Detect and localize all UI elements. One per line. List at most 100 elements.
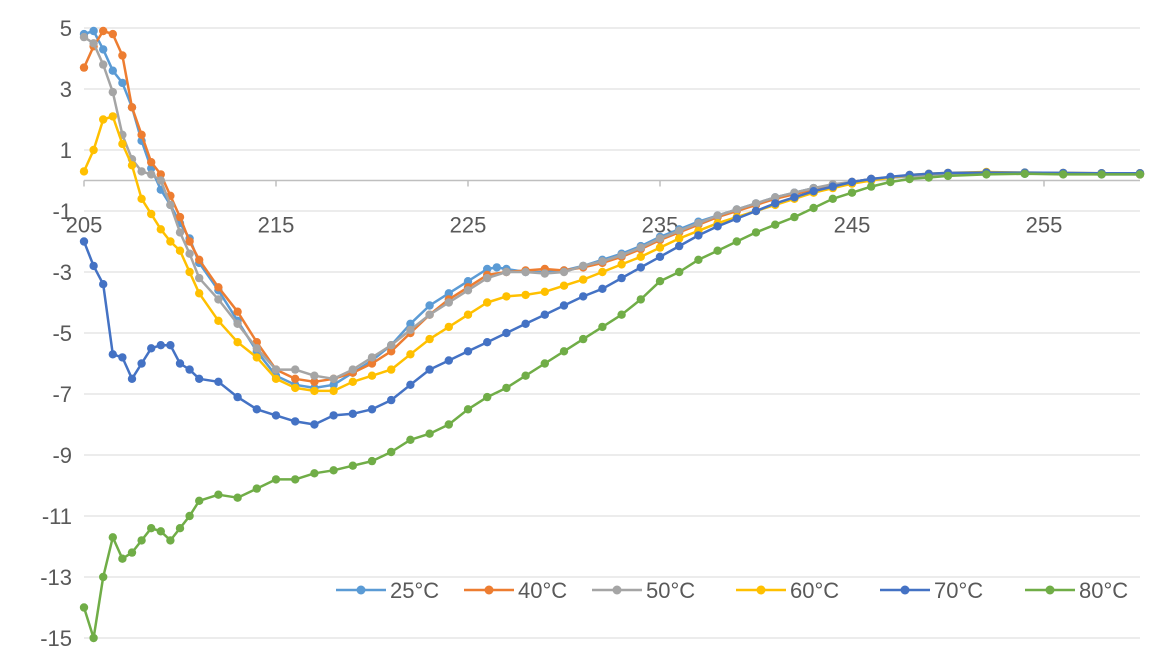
- data-point-4-28: [502, 328, 511, 338]
- data-point-3-34: [617, 260, 626, 269]
- data-point-4-34: [617, 273, 626, 283]
- data-point-2-22: [387, 341, 396, 350]
- data-point-2-23: [406, 325, 415, 335]
- data-point-1-8: [156, 170, 165, 179]
- data-point-5-1: [89, 633, 98, 643]
- data-point-2-18: [310, 371, 319, 380]
- data-point-2-9: [166, 200, 175, 210]
- data-point-4-14: [233, 392, 242, 402]
- data-point-3-5: [127, 161, 137, 170]
- data-point-4-39: [713, 222, 722, 231]
- data-point-3-26: [463, 310, 473, 319]
- data-point-3-1: [89, 145, 98, 155]
- y-gridlines: [84, 27, 1140, 639]
- data-point-2-14: [233, 319, 242, 328]
- legend-item-2: 50°C: [592, 578, 695, 603]
- data-point-3-19: [329, 386, 338, 396]
- data-point-3-6: [137, 194, 146, 203]
- data-point-3-12: [195, 289, 204, 298]
- legend-item-4: 70°C: [880, 578, 983, 603]
- data-point-1-12: [195, 255, 204, 264]
- data-point-5-34: [617, 310, 626, 319]
- data-point-4-9: [166, 341, 175, 350]
- data-point-1-11: [185, 237, 194, 246]
- x-tick-label-0: 205: [66, 213, 103, 238]
- data-point-2-1: [89, 39, 98, 48]
- y-tick-label-3: -1: [52, 199, 72, 224]
- data-point-1-14: [233, 307, 242, 316]
- data-point-2-13: [214, 295, 223, 304]
- data-point-5-12: [195, 496, 204, 505]
- legend-item-3: 60°C: [736, 578, 839, 603]
- data-point-5-45: [828, 194, 837, 203]
- data-point-5-44: [809, 203, 818, 213]
- series-5: [79, 169, 1145, 643]
- data-point-4-47: [867, 174, 876, 184]
- data-point-5-23: [406, 435, 415, 444]
- data-point-0-1: [89, 26, 98, 36]
- y-tick-label-7: -9: [52, 443, 72, 468]
- data-point-3-17: [291, 383, 300, 393]
- data-point-4-23: [406, 380, 415, 389]
- legend-swatch-marker-3: [756, 585, 766, 595]
- data-point-2-16: [271, 365, 281, 374]
- data-point-2-40: [732, 205, 741, 214]
- data-point-4-11: [185, 365, 194, 374]
- data-point-4-15: [252, 405, 261, 414]
- data-point-2-27: [483, 273, 492, 283]
- data-point-4-5: [127, 374, 137, 383]
- data-point-1-2: [99, 26, 108, 36]
- data-point-2-7: [147, 170, 156, 179]
- data-point-5-9: [166, 536, 175, 545]
- data-point-3-20: [348, 377, 357, 386]
- data-point-5-27: [483, 392, 492, 402]
- data-point-5-25: [444, 420, 453, 429]
- data-point-3-23: [406, 350, 415, 359]
- y-tick-label-0: 5: [60, 16, 72, 41]
- data-point-1-21: [367, 359, 377, 368]
- y-tick-label-2: 1: [60, 138, 72, 163]
- legend-label-2: 50°C: [646, 578, 695, 603]
- data-point-5-47: [867, 182, 876, 191]
- data-point-5-53: [1020, 169, 1029, 178]
- data-point-5-43: [790, 212, 799, 222]
- data-point-4-16: [271, 411, 281, 420]
- legend-label-5: 80°C: [1079, 578, 1128, 603]
- data-point-4-37: [675, 241, 684, 251]
- data-point-5-37: [675, 267, 684, 277]
- data-point-5-5: [127, 548, 137, 557]
- x-tick-label-2: 225: [450, 213, 487, 238]
- data-point-2-17: [291, 365, 300, 374]
- y-tick-label-8: -11: [42, 504, 72, 529]
- data-point-5-13: [214, 490, 223, 499]
- data-point-5-16: [271, 475, 281, 484]
- data-point-4-10: [175, 359, 185, 368]
- data-point-3-2: [99, 115, 108, 124]
- data-point-3-13: [214, 316, 223, 325]
- data-point-4-0: [79, 237, 89, 246]
- data-point-1-18: [310, 377, 319, 386]
- data-point-4-38: [694, 231, 703, 240]
- data-point-3-33: [598, 267, 607, 277]
- data-point-4-27: [483, 338, 492, 347]
- data-point-2-39: [713, 211, 722, 220]
- legend-label-4: 70°C: [934, 578, 983, 603]
- data-point-4-12: [195, 374, 204, 383]
- data-point-3-10: [175, 246, 185, 255]
- legend-item-0: 25°C: [336, 578, 439, 603]
- data-point-2-8: [156, 176, 165, 185]
- data-point-3-37: [675, 234, 684, 243]
- data-point-5-0: [79, 603, 89, 612]
- x-tick-label-1: 215: [258, 213, 295, 238]
- data-point-4-6: [137, 359, 146, 368]
- data-point-2-24: [425, 310, 434, 319]
- data-point-0-28: [492, 263, 501, 272]
- data-point-1-0: [79, 63, 89, 72]
- data-point-2-6: [137, 167, 146, 176]
- y-tick-label-9: -13: [40, 565, 72, 590]
- data-point-2-19: [329, 374, 338, 383]
- data-point-2-28: [502, 267, 511, 277]
- data-point-2-3: [108, 87, 118, 97]
- data-point-5-2: [99, 572, 108, 582]
